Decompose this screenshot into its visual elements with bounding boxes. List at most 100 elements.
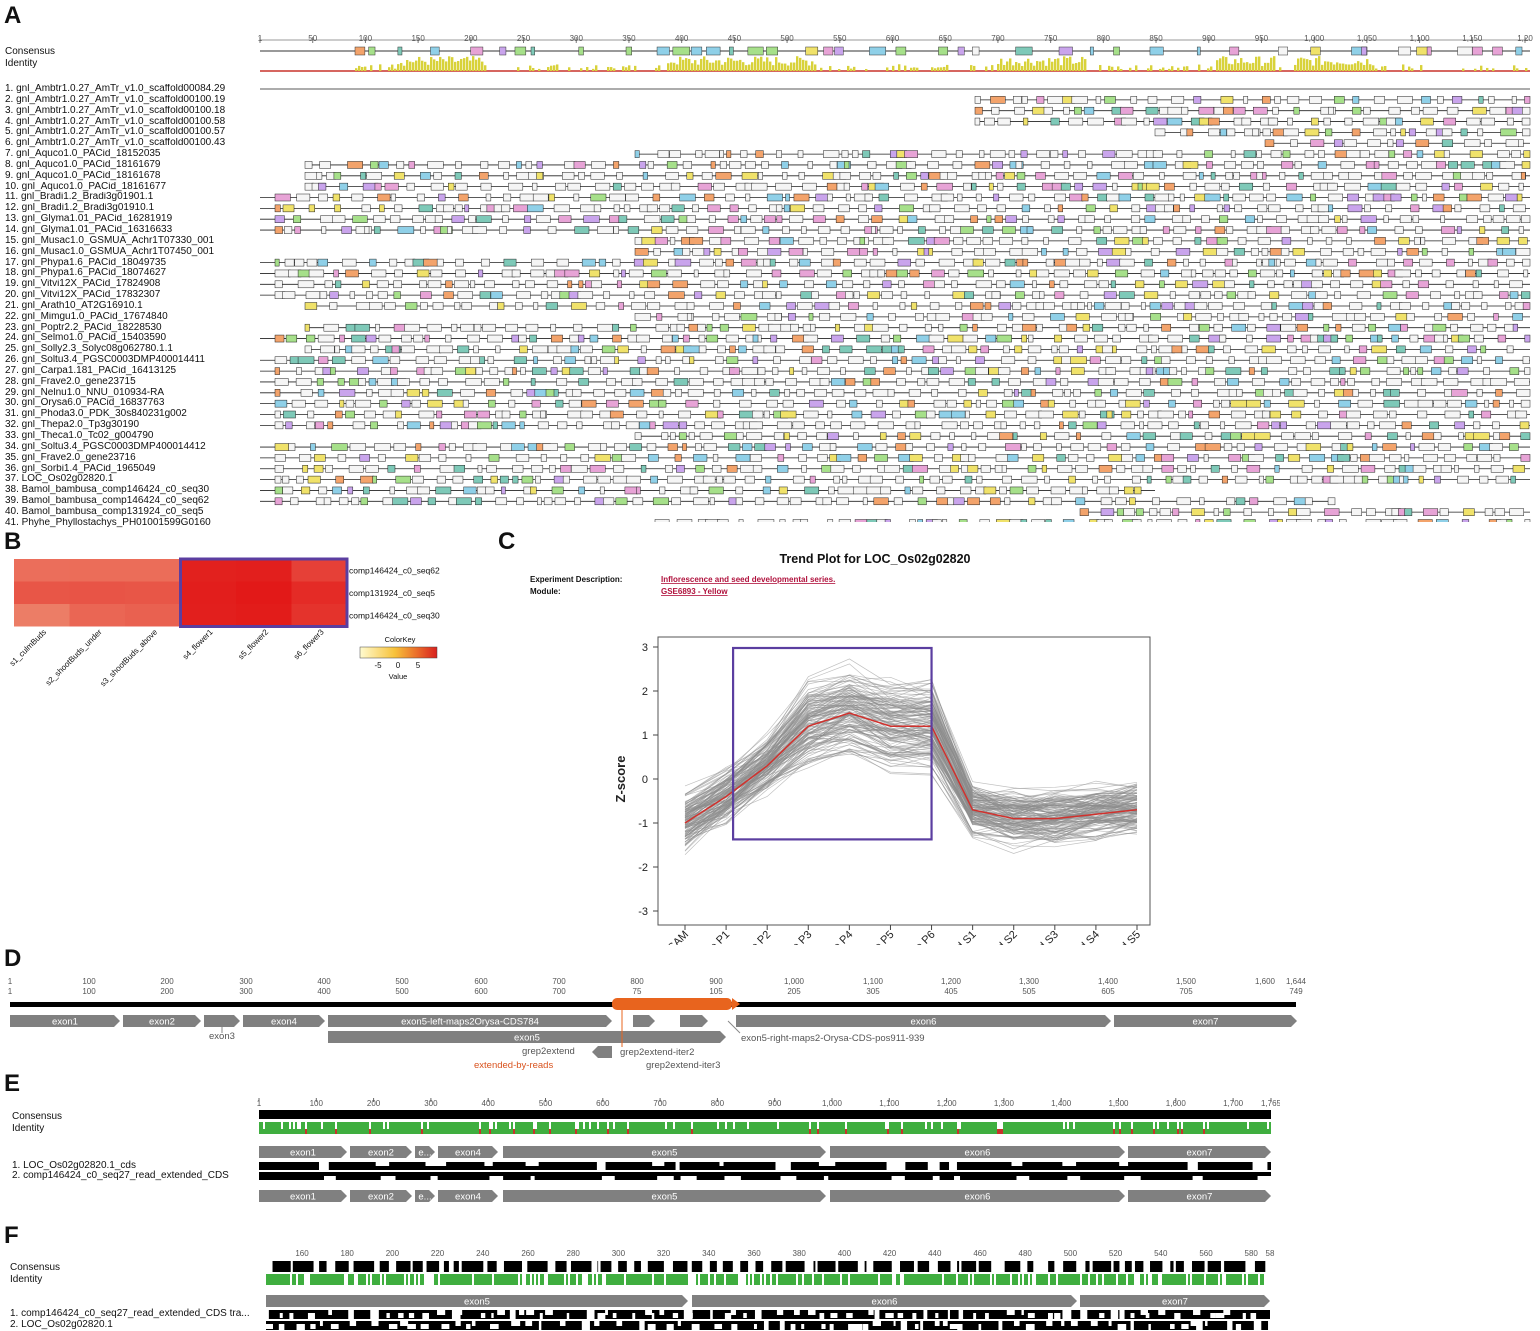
alignment-block <box>811 291 819 299</box>
highlight-box <box>731 646 933 841</box>
alignment-block <box>679 193 696 202</box>
alignment-block <box>472 443 487 451</box>
identity-bar <box>294 1274 296 1285</box>
alignment-block <box>388 258 398 267</box>
identity-bar <box>1089 1122 1091 1134</box>
alignment-block <box>1204 193 1221 202</box>
identity-bar <box>787 1122 789 1134</box>
ruler-tick-label: 460 <box>973 1249 987 1258</box>
mismatch-gap <box>923 1310 928 1319</box>
alignment-block <box>1032 106 1045 115</box>
identity-bar <box>1054 58 1057 71</box>
consensus-block <box>514 46 527 56</box>
alignment-block <box>659 486 666 495</box>
alignment-block <box>384 302 396 310</box>
module-label: Module: <box>530 587 561 596</box>
identity-bar <box>503 1122 505 1134</box>
identity-bar <box>973 1122 975 1134</box>
alignment-block <box>613 161 620 169</box>
identity-bar <box>489 1129 491 1134</box>
identity-bar <box>960 1274 962 1285</box>
alignment-block <box>1447 313 1463 321</box>
alignment-block <box>1315 258 1322 267</box>
alignment-block <box>454 280 469 289</box>
exon-arrow <box>692 1295 1077 1307</box>
alignment-block <box>455 182 468 191</box>
identity-bar <box>521 1122 523 1134</box>
alignment-block <box>1523 269 1529 278</box>
alignment-block <box>621 454 637 462</box>
identity-bar <box>803 1122 805 1134</box>
identity-bar <box>648 1274 650 1285</box>
identity-bar <box>1038 1274 1040 1285</box>
mismatch-gap <box>559 1321 566 1326</box>
alignment-block <box>1188 410 1194 419</box>
identity-bar <box>369 1129 371 1134</box>
identity-bar <box>1240 58 1243 71</box>
identity-bar <box>510 1274 512 1285</box>
mismatch-gap <box>490 1324 499 1329</box>
identity-bar <box>595 1122 597 1134</box>
identity-bar <box>638 1274 640 1285</box>
exon6-feature: exon6 <box>736 1015 1111 1028</box>
identity-bar <box>419 1122 421 1134</box>
alignment-block <box>1348 258 1357 267</box>
alignment-block <box>914 421 921 430</box>
alignment-block <box>339 389 356 397</box>
alignment-block <box>525 280 535 289</box>
identity-bar <box>885 1129 887 1134</box>
alignment-block <box>1382 291 1398 299</box>
identity-bar <box>974 1274 976 1285</box>
alignment-block <box>512 465 524 473</box>
alignment-block <box>793 193 810 202</box>
identity-bar <box>819 1122 821 1134</box>
alignment-block <box>1230 432 1242 440</box>
sequence-name: 31. gnl_Phoda3.0_PDK_30s840231g002 <box>5 409 187 420</box>
alignment-block <box>689 356 695 364</box>
alignment-block <box>996 204 1006 213</box>
identity-bar <box>312 1274 314 1285</box>
identity-bar <box>658 65 661 71</box>
consensus-gap <box>591 1261 598 1272</box>
ruler-tick-label: 580 <box>1245 1249 1259 1258</box>
alignment-block <box>630 323 637 332</box>
alignment-block <box>1223 443 1233 451</box>
identity-track <box>260 56 1530 72</box>
identity-bar <box>1216 1274 1218 1285</box>
identity-bar <box>448 56 451 71</box>
feature-label: exon1 <box>52 1017 78 1028</box>
alignment-block <box>1483 367 1490 375</box>
alignment-block <box>938 258 955 267</box>
identity-bar <box>339 1122 341 1134</box>
identity-bar <box>325 1122 327 1134</box>
identity-bar <box>1072 63 1075 71</box>
alignment-block <box>299 454 312 462</box>
alignment-block <box>302 465 309 473</box>
identity-bar <box>794 1274 796 1285</box>
identity-bar <box>429 1122 431 1134</box>
mismatch-gap <box>1210 1313 1216 1318</box>
alignment-block <box>799 269 815 278</box>
alignment-block <box>947 443 954 451</box>
identity-bar <box>712 1274 714 1285</box>
alignment-block <box>290 497 299 506</box>
identity-bar <box>556 64 559 71</box>
exon3-annotation: exon3 <box>209 1031 235 1042</box>
identity-bar <box>359 1122 361 1134</box>
alignment-block <box>670 182 681 191</box>
mismatch-gap <box>466 1324 471 1329</box>
alignment-block <box>1411 193 1418 202</box>
alignment-block <box>799 258 811 267</box>
identity-bar <box>364 66 367 71</box>
alignment-block <box>904 193 918 202</box>
alignment-block <box>1499 161 1515 169</box>
identity-bar <box>626 1274 628 1285</box>
identity-bar <box>1067 1129 1069 1134</box>
alignment-block <box>897 258 911 267</box>
alignment-block <box>1161 356 1171 364</box>
alignment-block <box>354 323 370 332</box>
identity-bar <box>537 1122 539 1134</box>
alignment-block <box>1224 258 1233 267</box>
identity-bar <box>881 1122 883 1134</box>
alignment-block <box>688 432 695 440</box>
